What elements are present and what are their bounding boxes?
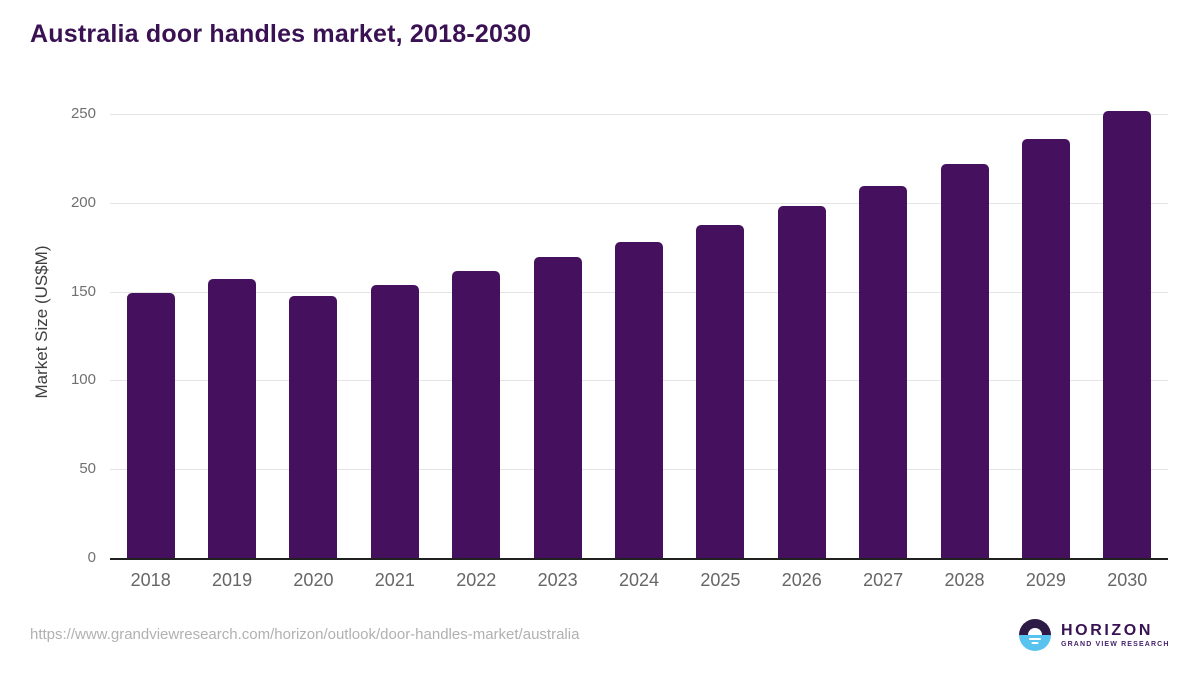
gridline-250 (110, 114, 1168, 115)
horizon-logo: HORIZON GRAND VIEW RESEARCH (1019, 619, 1170, 651)
x-tick-label-2021: 2021 (374, 570, 415, 590)
plot-area: 0 50 100 150 200 250 2018 2019 2020 2021 2022 2023 2… (71, 106, 1168, 590)
bar-2019 (208, 279, 257, 558)
bar-2021 (370, 284, 419, 558)
bar-2026 (777, 205, 826, 558)
source-url: https://www.grandviewresearch.com/horizo… (30, 626, 580, 643)
bar-2022 (452, 271, 501, 558)
bar-2025 (696, 225, 745, 558)
bar-2020 (289, 296, 338, 558)
x-tick-label-2030: 2030 (1107, 570, 1148, 590)
logo-name: HORIZON (1061, 622, 1153, 639)
x-tick-label-2019: 2019 (212, 570, 253, 590)
bar-2029 (1021, 138, 1070, 558)
sun-glyph (1028, 628, 1042, 635)
x-tick-label-2020: 2020 (293, 570, 334, 590)
x-tick-label-2024: 2024 (618, 570, 659, 590)
gridline-200 (110, 202, 1168, 204)
x-tick-label-2018: 2018 (130, 570, 171, 590)
logo-text: HORIZON GRAND VIEW RESEARCH (1061, 622, 1170, 648)
y-tick-label-150: 150 (70, 282, 96, 300)
y-tick-label-50: 50 (79, 460, 96, 478)
x-tick-label-2027: 2027 (863, 570, 904, 590)
bar-2027 (859, 186, 908, 558)
bar-2023 (533, 256, 582, 558)
logo-subtitle: GRAND VIEW RESEARCH (1061, 641, 1170, 648)
bar-2018 (126, 292, 175, 558)
x-tick-label-2028: 2028 (944, 570, 985, 590)
y-tick-label-200: 200 (70, 193, 96, 211)
bar-2024 (615, 242, 663, 558)
x-tick-label-2026: 2026 (781, 570, 822, 590)
x-tick-label-2023: 2023 (537, 570, 578, 590)
sun-reflection-line (1029, 638, 1041, 640)
x-tick-label-2022: 2022 (456, 570, 497, 590)
y-tick-label-0: 0 (87, 549, 96, 566)
sun-reflection-line (1031, 642, 1039, 644)
chart-title: Australia door handles market, 2018-2030 (30, 20, 532, 48)
x-tick-label-2025: 2025 (700, 570, 741, 590)
horizon-sun-icon (1019, 619, 1051, 651)
bar-2030 (1103, 110, 1152, 558)
y-tick-label-100: 100 (70, 371, 96, 389)
bar-2028 (940, 163, 989, 558)
x-tick-label-2029: 2029 (1025, 570, 1066, 590)
y-tick-label-250: 250 (70, 105, 96, 122)
